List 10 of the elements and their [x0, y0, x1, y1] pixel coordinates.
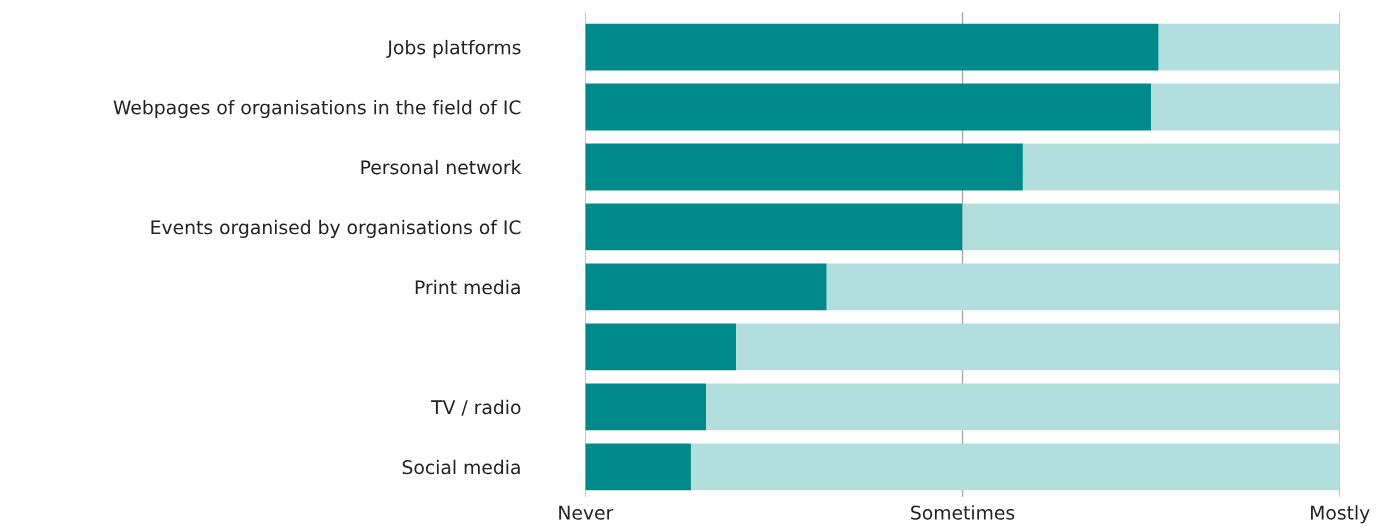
y-tick-label: Personal network [361, 159, 522, 175]
y-tick-label: Webpages of organisations in the field of IC [113, 99, 521, 119]
y-tick-label: Jobs platforms [386, 39, 521, 59]
ref-line-label: Never [559, 505, 614, 520]
ref-line-label: Sometimes [911, 505, 1015, 520]
y-tick-label: TV / radio [431, 399, 521, 416]
ref-line-label: Mostly [1311, 505, 1370, 524]
y-tick-label: Print media [415, 279, 520, 295]
y-tick-label: Events organised by organisations of IC [151, 219, 521, 238]
y-tick-label: Social media [402, 459, 520, 475]
